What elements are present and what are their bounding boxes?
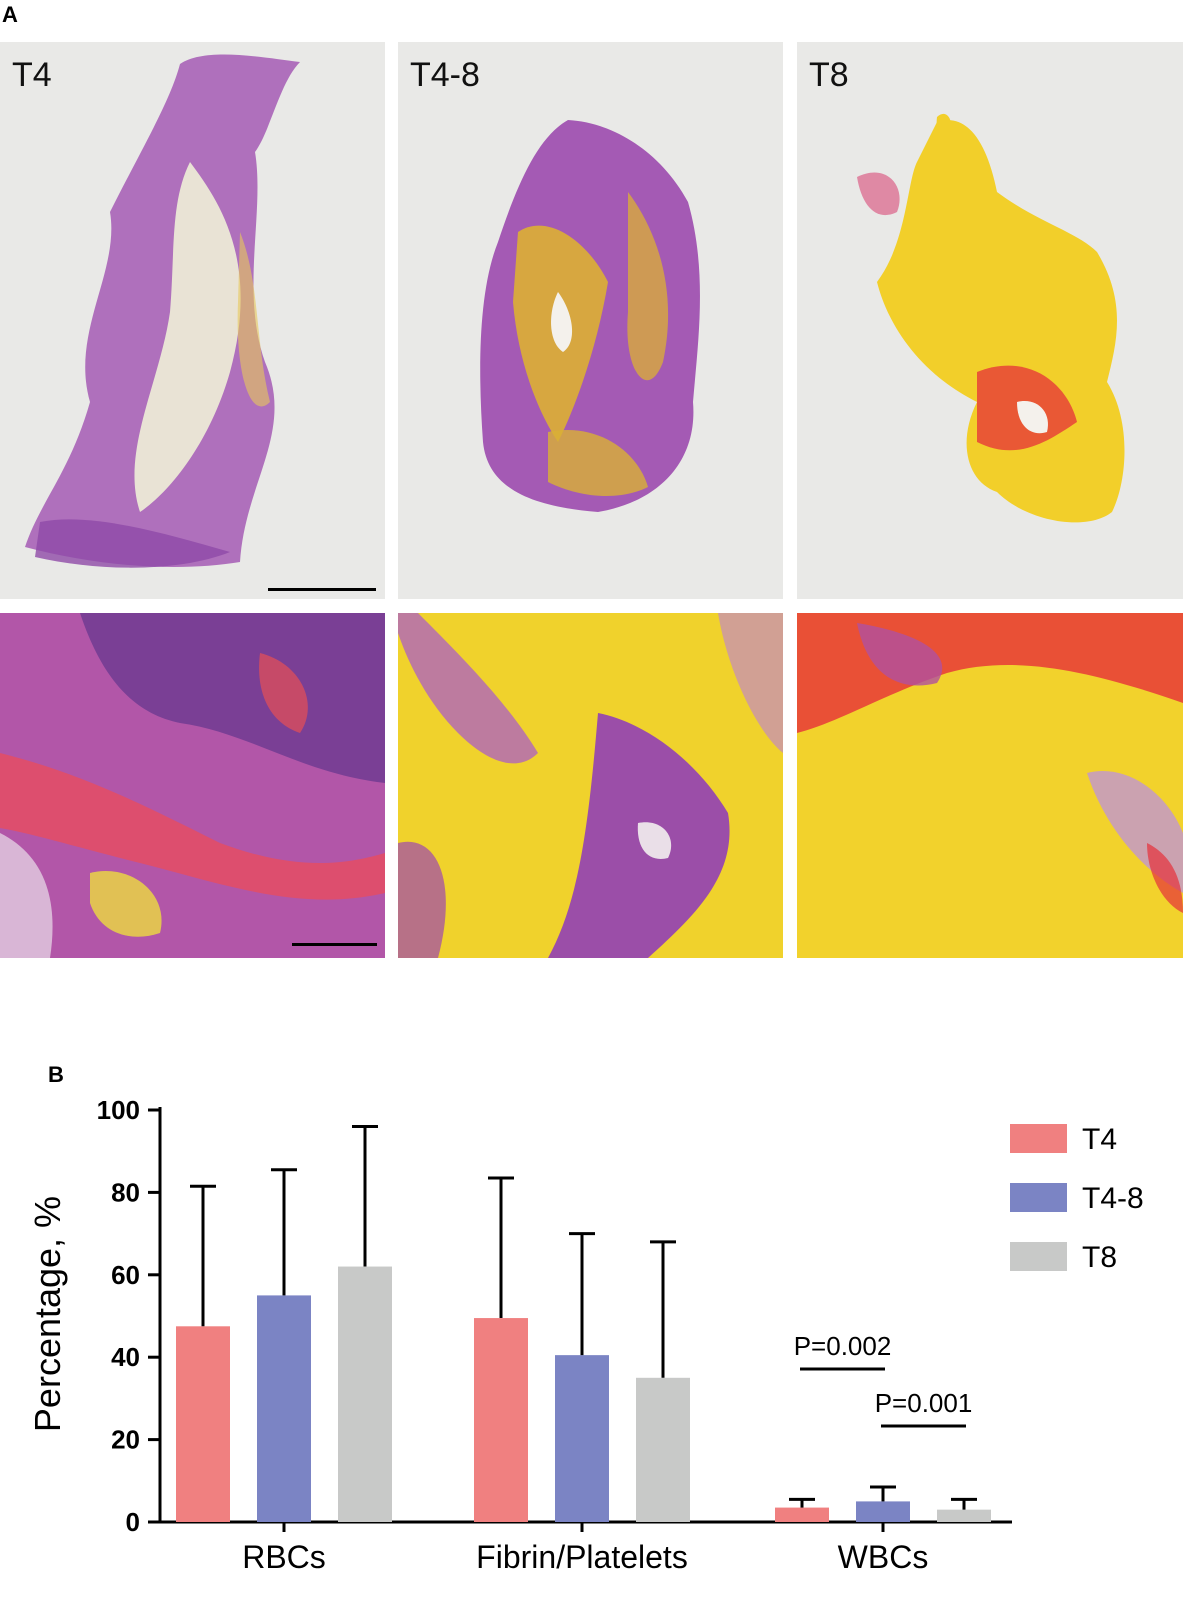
legend-label-t4: T4: [1082, 1123, 1117, 1156]
y-tick-label: 80: [111, 1177, 140, 1207]
legend: T4 T4-8 T8: [1010, 1123, 1144, 1274]
bar-t8-fibrin-platelets: [636, 1377, 690, 1522]
y-ticks: 0 20 40 60 80 100: [97, 1095, 160, 1537]
bar-t4-8-fibrin-platelets: [555, 1355, 609, 1522]
y-tick-label: 20: [111, 1425, 140, 1455]
panel-b-letter: B: [48, 1062, 64, 1087]
y-tick-label: 60: [111, 1260, 140, 1290]
bar-t4-8-wbcs: [856, 1501, 910, 1522]
bar-t8-wbcs: [937, 1509, 991, 1522]
panel-a-letter: A: [2, 2, 18, 27]
overview-image-t4: T4: [0, 42, 385, 599]
y-axis-label: Percentage, %: [27, 1196, 68, 1432]
overview-image-t8: T8: [797, 42, 1183, 599]
legend-label-t4-8: T4-8: [1082, 1182, 1144, 1215]
legend-label-t8: T8: [1082, 1241, 1117, 1274]
zoom-image-t4: [0, 613, 385, 958]
bar-t4-8-rbcs: [257, 1295, 311, 1522]
x-tick-label: Fibrin/Platelets: [476, 1539, 688, 1575]
y-tick-label: 100: [97, 1095, 140, 1125]
bar-t8-rbcs: [338, 1266, 392, 1522]
overview-label-t8: T8: [809, 56, 849, 94]
bar-chart: Percentage, % 0 20 40 60 80 100 RBCs Fibrin/Pl…: [27, 1095, 1144, 1575]
bar-t4-fibrin-platelets: [474, 1318, 528, 1522]
p-value-label: P=0.001: [875, 1388, 973, 1418]
overview-label-t4: T4: [12, 56, 52, 94]
x-tick-label: RBCs: [242, 1539, 326, 1575]
x-tick-label: WBCs: [838, 1539, 929, 1575]
bars: [176, 1124, 991, 1522]
y-tick-label: 0: [126, 1507, 140, 1537]
y-tick-label: 40: [111, 1342, 140, 1372]
x-tick-labels: RBCs Fibrin/Platelets WBCs: [242, 1522, 928, 1575]
zoom-image-t8: [797, 613, 1183, 958]
legend-swatch-t4: [1010, 1124, 1067, 1153]
significance-annotations: P=0.002 P=0.001: [794, 1331, 973, 1428]
scale-bar: [268, 588, 376, 591]
scale-bar: [292, 943, 377, 946]
legend-swatch-t4-8: [1010, 1183, 1067, 1212]
overview-label-t4-8: T4-8: [410, 56, 480, 94]
bar-t4-rbcs: [176, 1326, 230, 1522]
bar-t4-wbcs: [775, 1507, 829, 1522]
zoom-image-t4-8: [398, 613, 783, 958]
p-value-label: P=0.002: [794, 1331, 892, 1361]
legend-swatch-t8: [1010, 1242, 1067, 1271]
overview-image-t4-8: T4-8: [398, 42, 783, 599]
